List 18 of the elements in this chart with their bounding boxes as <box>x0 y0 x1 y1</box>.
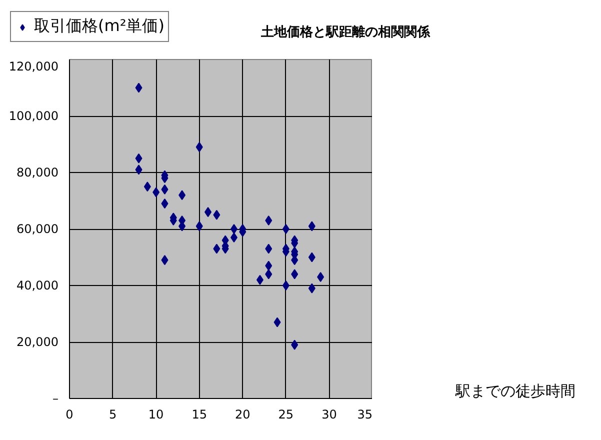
chart-title: 土地価格と駅距離の相関関係 <box>260 25 431 40</box>
y-tick-label: 120,000 <box>8 60 58 74</box>
y-tick-label: 100,000 <box>8 109 58 123</box>
x-tick-label: 5 <box>108 408 117 422</box>
x-tick-label: 0 <box>66 408 74 422</box>
x-tick-label: 15 <box>192 408 208 422</box>
x-tick-label: 35 <box>357 408 373 422</box>
y-tick-label: 80,000 <box>16 166 59 180</box>
y-tick-label: 20,000 <box>16 335 59 349</box>
x-tick-label: 25 <box>278 408 294 422</box>
x-tick-label: 30 <box>322 408 337 422</box>
y-tick-label: – <box>52 392 58 406</box>
x-tick-label: 10 <box>148 408 164 422</box>
y-tick-label: 60,000 <box>16 222 59 236</box>
legend-label: 取引価格(m²単価) <box>34 16 164 37</box>
y-tick-label: 40,000 <box>16 278 59 292</box>
x-tick-label: 20 <box>235 408 250 422</box>
text: 駅までの徒歩時間 <box>454 382 576 400</box>
